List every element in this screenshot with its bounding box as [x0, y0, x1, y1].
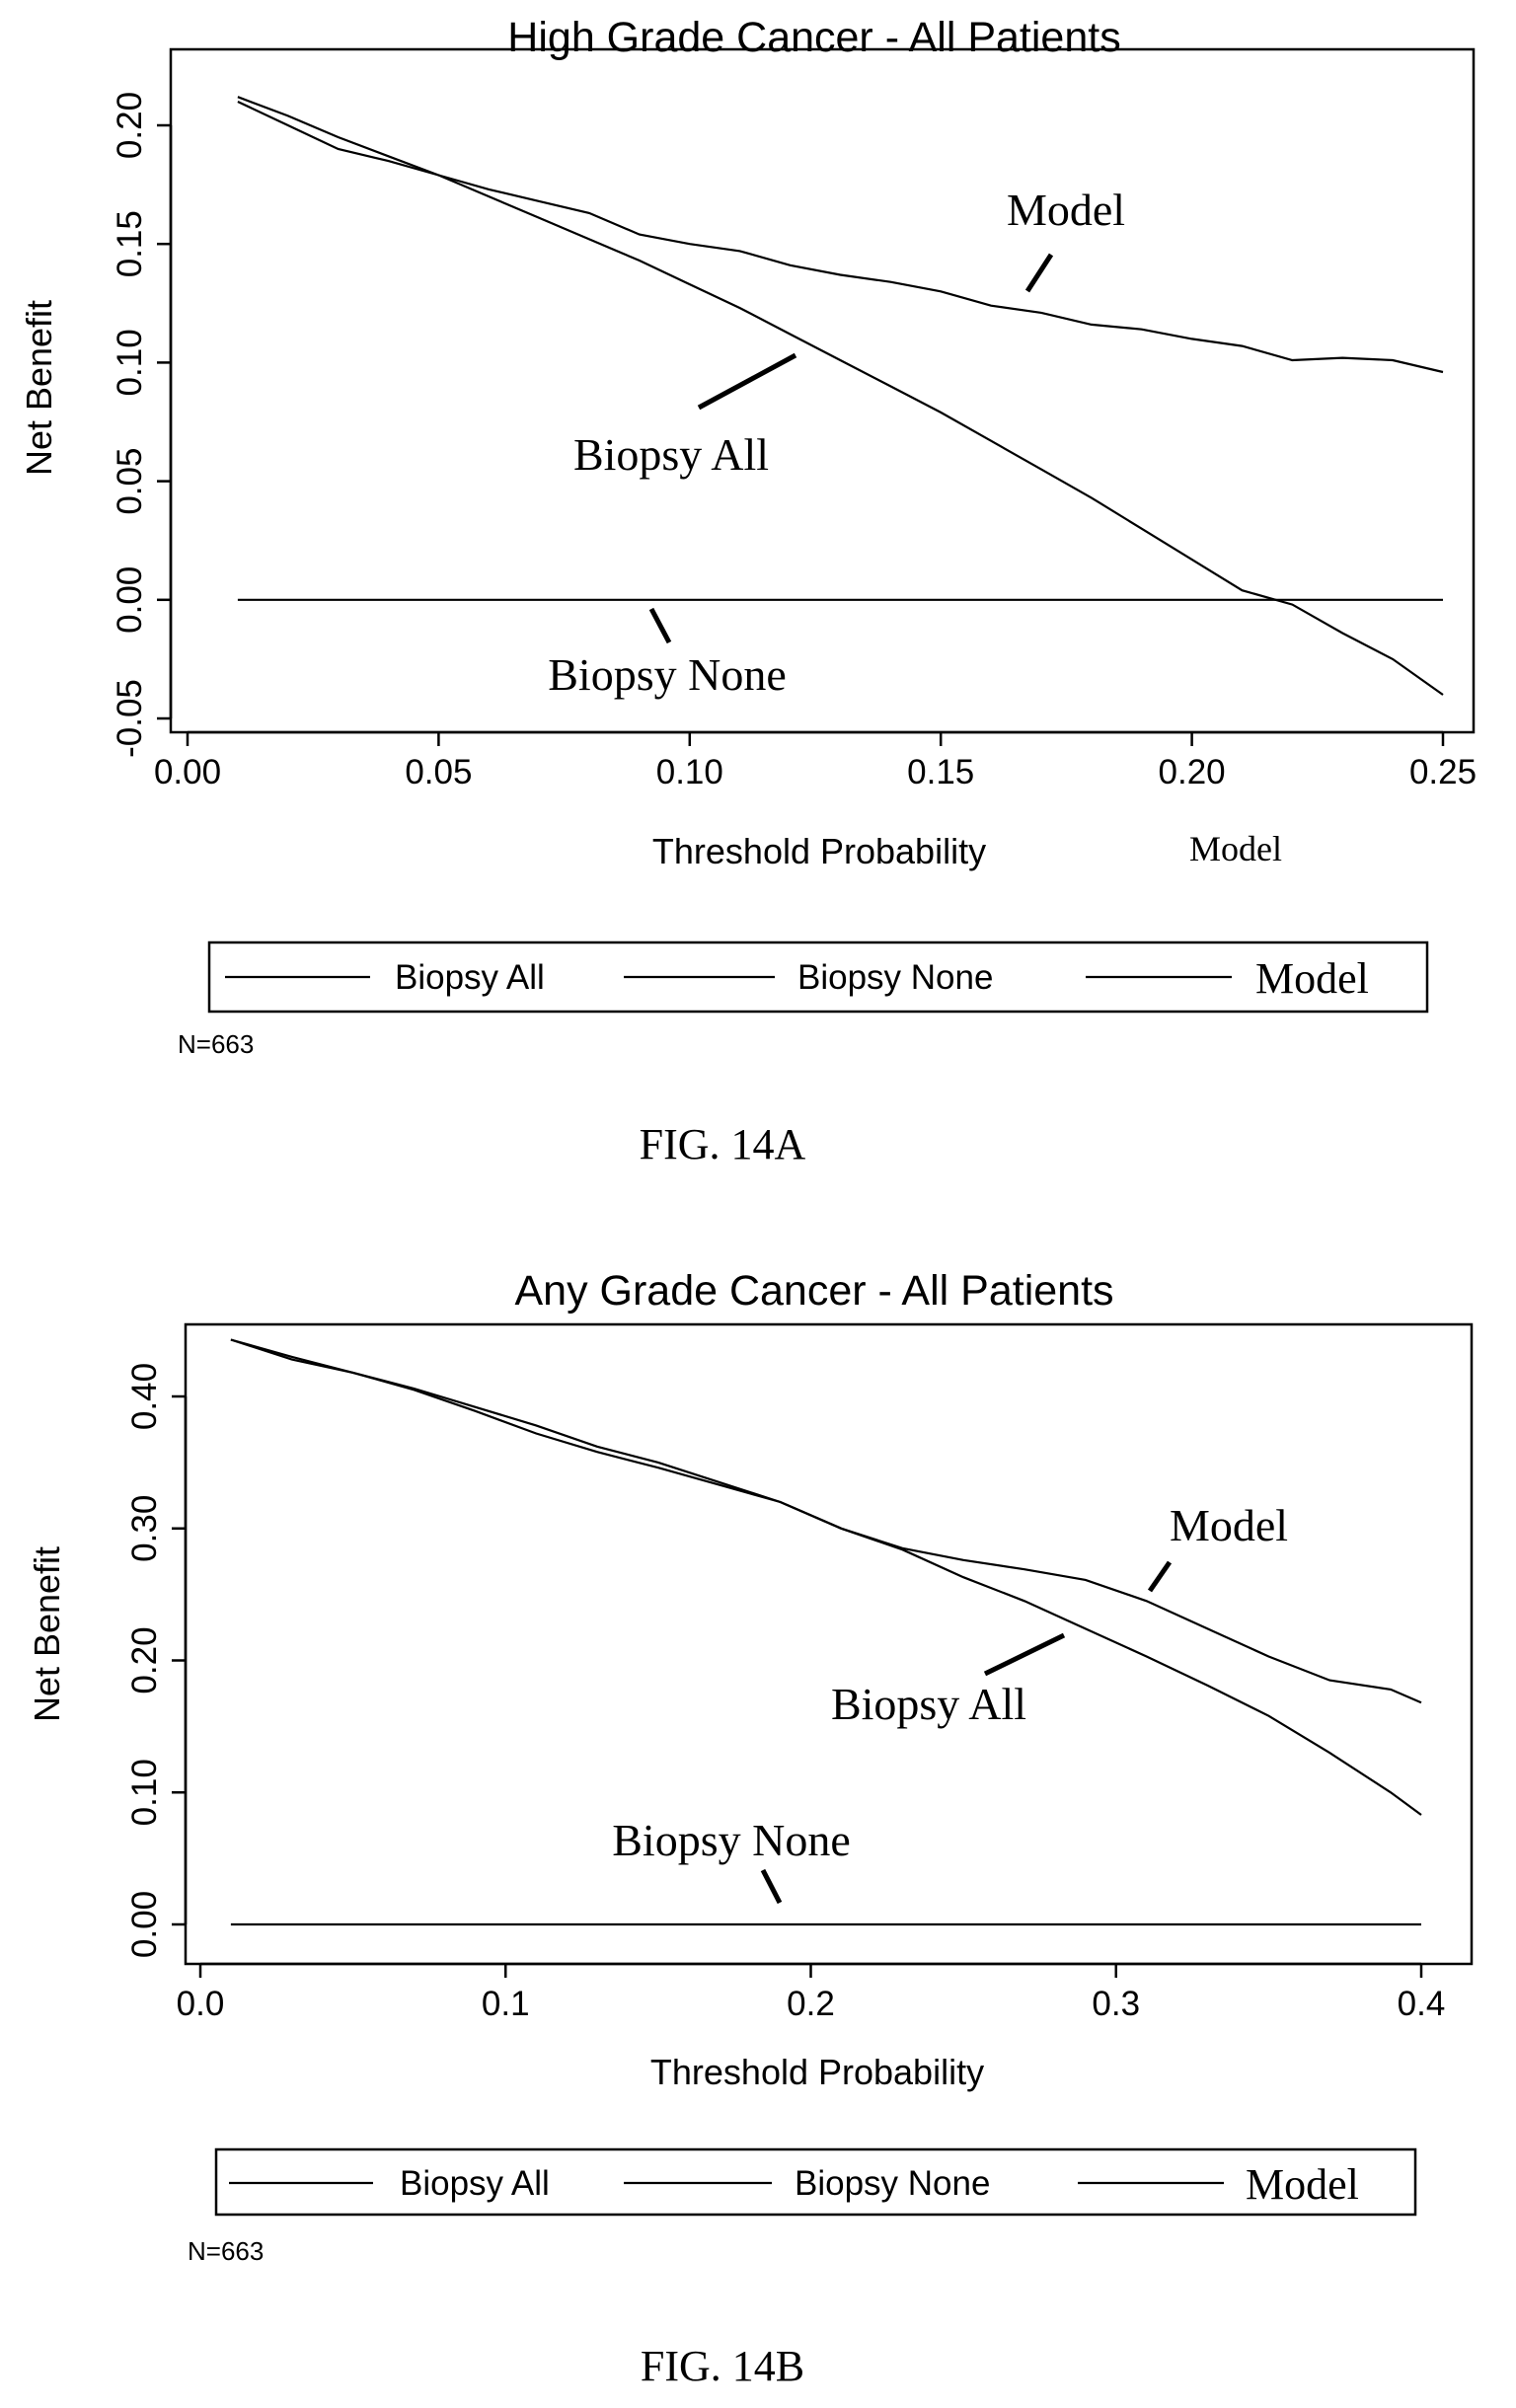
y-tick-label: 0.05: [111, 448, 149, 515]
x-tick-label: 0.25: [1409, 753, 1477, 791]
chart-b-title: Any Grade Cancer - All Patients: [514, 1267, 1113, 1315]
x-tick-label: 0.2: [787, 1985, 835, 2023]
chart-b-x-axis-title: Threshold Probability: [650, 2052, 984, 2092]
x-tick-label: 0.00: [154, 753, 221, 791]
chart-a-legend-label-biopsy-none: Biopsy None: [797, 958, 993, 997]
chart-b-legend: Biopsy All Biopsy None Model: [214, 2147, 1417, 2217]
y-tick-label: 0.00: [111, 566, 149, 634]
y-tick-label: 0.20: [125, 1626, 164, 1693]
panel-a: High Grade Cancer - All Patients -0.050.…: [19, 14, 1477, 1168]
chart-a-legend-label-model: Model: [1255, 954, 1369, 1003]
chart-b-figure-caption: FIG. 14B: [641, 2342, 804, 2390]
series-line-biopsy-all: [230, 1338, 1422, 1816]
x-tick-label: 0.4: [1398, 1985, 1446, 2023]
y-tick-label: 0.10: [111, 329, 149, 396]
y-tick-label: -0.05: [111, 679, 149, 758]
chart-a-series: [237, 96, 1444, 696]
chart-a-title: High Grade Cancer - All Patients: [507, 14, 1120, 61]
annotation-model: Model: [1170, 1500, 1288, 1550]
x-tick-label: 0.3: [1092, 1985, 1140, 2023]
chart-b-annotations: Model Biopsy All Biopsy None: [612, 1500, 1288, 1905]
annotation-pointer: [1147, 1560, 1173, 1593]
x-tick-label: 0.15: [907, 753, 974, 791]
series-line-model: [237, 101, 1444, 374]
chart-a-figure-caption: FIG. 14A: [640, 1120, 806, 1168]
x-tick-label: 0.10: [656, 753, 723, 791]
chart-b-legend-box: [214, 2147, 1417, 2217]
x-tick-label: 0.1: [482, 1985, 530, 2023]
x-tick-label: 0.20: [1159, 753, 1226, 791]
chart-b-legend-label-biopsy-all: Biopsy All: [400, 2164, 550, 2203]
chart-a-x-ticks: 0.00 0.05 0.10 0.15 0.20 0.25: [154, 732, 1477, 791]
series-line-biopsy-all: [237, 96, 1444, 696]
series-line-model: [230, 1338, 1422, 1704]
annotation-pointer: [1024, 253, 1054, 293]
y-tick-label: 0.40: [125, 1363, 164, 1430]
chart-b-x-ticks: 0.0 0.1 0.2 0.3 0.4: [177, 1964, 1446, 2023]
y-tick-label: 0.00: [125, 1891, 164, 1958]
chart-b-legend-label-model: Model: [1246, 2160, 1359, 2209]
chart-b-legend-label-biopsy-none: Biopsy None: [795, 2164, 990, 2203]
y-tick-label: 0.30: [125, 1495, 164, 1562]
annotation-pointer: [697, 352, 797, 411]
annotation-biopsy-all: Biopsy All: [831, 1679, 1026, 1729]
chart-b-sample-size-note: N=663: [188, 2236, 264, 2266]
annotation-model: Model: [1007, 185, 1125, 235]
chart-a-legend-box: [207, 941, 1429, 1014]
annotation-biopsy-none: Biopsy None: [612, 1815, 851, 1865]
chart-a-annotations: Model Biopsy All Biopsy None: [548, 185, 1125, 700]
y-tick-label: 0.10: [125, 1759, 164, 1826]
chart-b-y-ticks: 0.00 0.10 0.20 0.30 0.40: [125, 1363, 186, 1958]
panel-b: Any Grade Cancer - All Patients 0.000.10…: [27, 1267, 1474, 2390]
chart-b-series: [230, 1338, 1422, 1926]
annotation-pointer: [983, 1632, 1066, 1677]
chart-a-y-ticks: -0.05 0.00 0.05 0.10 0.15 0.20: [111, 92, 171, 758]
y-tick-label: 0.15: [111, 210, 149, 277]
annotation-biopsy-none: Biopsy None: [548, 649, 787, 700]
y-tick-label: 0.20: [111, 92, 149, 159]
chart-a-sample-size-note: N=663: [178, 1029, 254, 1059]
x-tick-label: 0.05: [405, 753, 472, 791]
annotation-biopsy-all: Biopsy All: [573, 429, 769, 480]
chart-b-plot-frame: [184, 1322, 1474, 1966]
chart-a-stray-model-label: Model: [1189, 829, 1282, 868]
chart-a-x-axis-title: Threshold Probability: [652, 831, 986, 871]
annotation-pointer: [760, 1868, 783, 1905]
chart-a-plot-frame: [169, 47, 1476, 734]
chart-a-legend-label-biopsy-all: Biopsy All: [395, 958, 545, 997]
chart-b-y-axis-title: Net Benefit: [27, 1546, 67, 1722]
annotation-pointer: [648, 607, 672, 644]
chart-a-y-axis-title: Net Benefit: [19, 300, 59, 476]
chart-a-legend: Biopsy All Biopsy None Model: [207, 941, 1429, 1014]
x-tick-label: 0.0: [177, 1985, 225, 2023]
